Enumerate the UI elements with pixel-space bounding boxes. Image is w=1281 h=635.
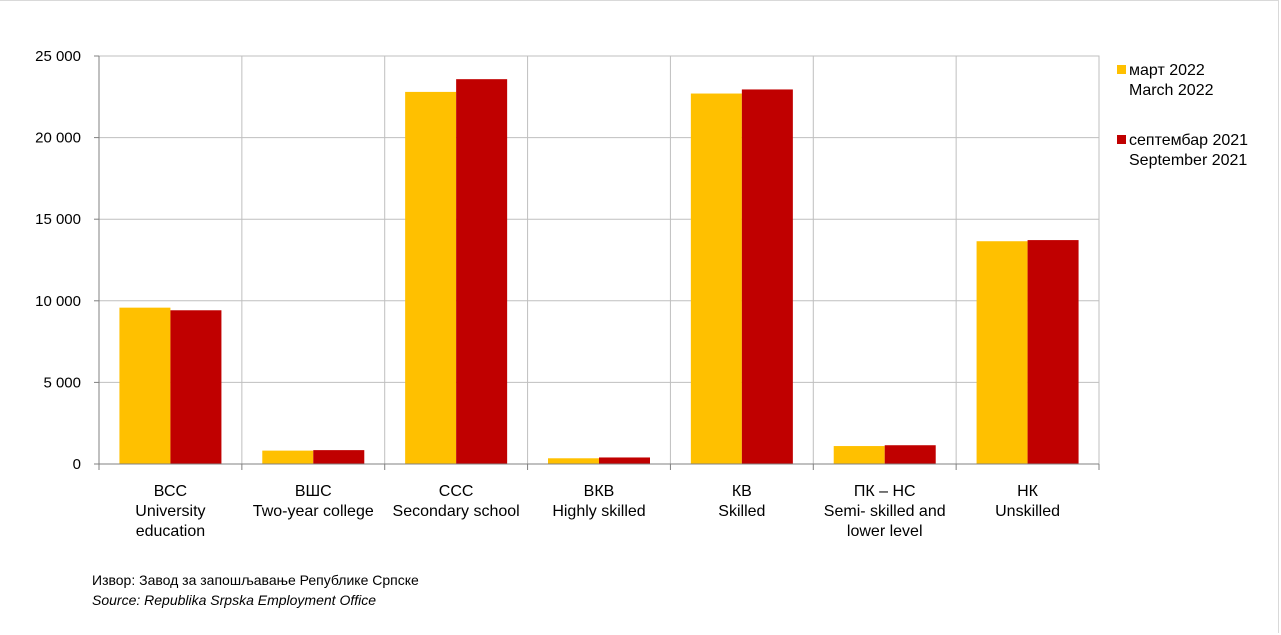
bar xyxy=(548,458,599,464)
source-note-serbian: Извор: Завод за запошљавање Републике Ср… xyxy=(92,572,419,588)
y-tick-label: 10 000 xyxy=(35,293,81,310)
bar xyxy=(456,79,508,464)
bar xyxy=(119,307,171,464)
x-category-label-line: ВКВ xyxy=(584,483,615,500)
y-tick-label: 25 000 xyxy=(35,48,81,65)
y-tick-labels: 0 5 000 10 000 15 000 20 000 25 000 xyxy=(35,48,81,473)
y-tick-label: 15 000 xyxy=(35,211,81,228)
bar xyxy=(976,241,1028,464)
legend-label-line: March 2022 xyxy=(1129,82,1214,99)
x-category-label: ССС Secondary school xyxy=(393,483,520,520)
y-tick-label: 5 000 xyxy=(43,374,81,391)
legend-swatch xyxy=(1117,135,1126,144)
x-category-label-line: ССС xyxy=(439,483,474,500)
legend-label-line: септембар 2021 xyxy=(1129,132,1248,149)
x-category-label-line: University xyxy=(135,503,205,520)
x-category-label: КВ Skilled xyxy=(718,483,765,520)
bars xyxy=(119,79,1079,465)
x-category-label: НК Unskilled xyxy=(995,483,1060,520)
y-tick-label: 0 xyxy=(73,456,81,473)
x-category-label-line: НК xyxy=(1017,483,1039,500)
x-category-label-line: lower level xyxy=(847,523,923,540)
bar xyxy=(690,93,742,464)
bar xyxy=(405,91,457,465)
x-category-label-line: Highly skilled xyxy=(552,503,645,520)
bar xyxy=(1027,240,1079,464)
legend-label: март 2022 March 2022 xyxy=(1129,62,1214,99)
x-category-label-line: КВ xyxy=(732,483,752,500)
x-category-label-line: Two-year college xyxy=(253,503,374,520)
x-category-label-line: Semi- skilled and xyxy=(824,503,946,520)
x-category-label-line: ВСС xyxy=(154,483,187,500)
x-category-label-line: Secondary school xyxy=(393,503,520,520)
bar xyxy=(741,89,793,465)
bar xyxy=(313,450,365,464)
legend: март 2022 March 2022 септембар 2021 Septemb… xyxy=(1117,62,1248,169)
x-category-labels: ВСС University education ВШС Two-year colleg… xyxy=(135,483,1060,540)
x-category-label: ПК – НС Semi- skilled and lower level xyxy=(824,483,946,540)
bar-chart: 0 5 000 10 000 15 000 20 000 25 000 ВСС Univer… xyxy=(35,48,1248,540)
x-category-label: ВШС Two-year college xyxy=(253,483,374,520)
x-category-label: ВСС University education xyxy=(135,483,205,540)
x-category-label-line: education xyxy=(136,523,205,540)
bar xyxy=(599,457,650,464)
legend-swatch xyxy=(1117,65,1126,74)
source-note-english: Source: Republika Srpska Employment Offi… xyxy=(92,592,377,608)
legend-label: септембар 2021 September 2021 xyxy=(1129,132,1248,169)
x-category-label-line: ПК – НС xyxy=(854,483,916,500)
bar xyxy=(170,310,222,464)
x-category-label: ВКВ Highly skilled xyxy=(552,483,645,520)
bar xyxy=(833,446,885,464)
plot-area xyxy=(98,55,1100,465)
bar xyxy=(262,450,314,464)
axes xyxy=(94,55,1100,470)
x-category-label-line: Unskilled xyxy=(995,503,1060,520)
legend-label-line: September 2021 xyxy=(1129,152,1247,169)
x-category-label-line: Skilled xyxy=(718,503,765,520)
legend-label-line: март 2022 xyxy=(1129,62,1205,79)
x-category-label-line: ВШС xyxy=(295,483,332,500)
y-tick-label: 20 000 xyxy=(35,130,81,147)
gridlines xyxy=(99,55,1099,464)
bar xyxy=(884,445,936,464)
